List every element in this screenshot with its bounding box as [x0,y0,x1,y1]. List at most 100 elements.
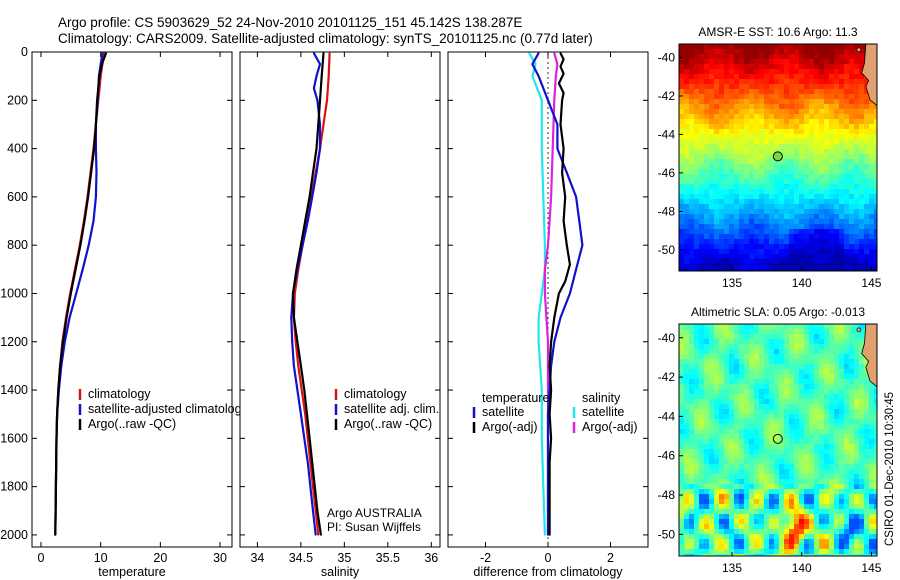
data-point-black [320,534,322,536]
map-cell [734,79,740,85]
map-cell [799,259,805,265]
map-cell [814,69,820,75]
map-cell [724,269,730,272]
map-cell [854,109,860,115]
map-cell [864,199,870,205]
map-cell [799,89,805,95]
map-cell [739,49,745,55]
map-cell [689,139,695,145]
map-cell [794,459,800,465]
map-cell [804,249,810,255]
map-cell [789,149,795,155]
map-cell [809,209,815,215]
map-cell [799,254,805,260]
map-cell [874,259,878,265]
map-cell [749,249,755,255]
map-cell [849,499,855,505]
map-cell [774,109,780,115]
map-cell [774,194,780,200]
map-cell [679,474,685,480]
map-cell [779,389,785,395]
map-cell [844,239,850,245]
map-cell [769,554,775,557]
y-tick-label: 1200 [0,335,28,349]
map-cell [754,209,760,215]
map-cell [774,84,780,90]
map-cell [704,349,710,355]
map-cell [734,504,740,510]
map-cell [864,424,870,430]
map-cell [824,429,830,435]
map-cell [704,504,710,510]
map-cell [759,59,765,65]
map-cell [829,324,835,330]
map-cell [814,179,820,185]
map-cell [779,509,785,515]
map-cell [799,484,805,490]
map-cell [744,489,750,495]
map-cell [839,419,845,425]
map-cell [714,159,720,165]
map-cell [789,434,795,440]
map-cell [734,454,740,460]
data-point-magenta [547,389,549,391]
map-cell [689,264,695,270]
map-cell [834,104,840,110]
map-cell [764,54,770,60]
map-cell [699,99,705,105]
map-cell [819,494,825,500]
data-point-blue [575,196,577,198]
map-cell [769,79,775,85]
map-cell [874,499,878,505]
map-cell [694,229,700,235]
map-cell [754,479,760,485]
map-cell [684,324,690,330]
map-cell [804,124,810,130]
map-cell [779,474,785,480]
map-cell [724,479,730,485]
data-point-black [559,52,562,55]
map-cell [804,389,810,395]
map-cell [764,44,770,50]
map-cell [864,144,870,150]
map-cell [714,364,720,370]
map-cell [679,74,685,80]
map-cell [734,189,740,195]
map-cell [849,179,855,185]
map-cell [864,104,870,110]
map-cell [784,54,790,60]
map-cell [729,509,735,515]
map-cell [694,339,700,345]
map-cell [819,539,825,545]
map-cell [784,374,790,380]
argo-float-marker [772,151,783,162]
map-cell [844,529,850,535]
map-cell [769,389,775,395]
map-cell [684,364,690,370]
map-cell [799,229,805,235]
map-cell [859,104,865,110]
map-cell [714,129,720,135]
map-cell [689,499,695,505]
map-cell [859,74,865,80]
map-cell [854,369,860,375]
map-cell [839,129,845,135]
map-cell [689,169,695,175]
map-cell [689,454,695,460]
map-cell [749,459,755,465]
map-cell [754,44,760,50]
map-cell [729,209,735,215]
map-cell [709,174,715,180]
map-cell [754,474,760,480]
map-cell [794,79,800,85]
map-cell [769,514,775,520]
map-cell [804,214,810,220]
map-cell [829,409,835,415]
map-cell [839,254,845,260]
map-cell [704,344,710,350]
map-cell [744,464,750,470]
map-cell [869,229,875,235]
map-cell [714,399,720,405]
map-cell [799,144,805,150]
map-cell [749,444,755,450]
